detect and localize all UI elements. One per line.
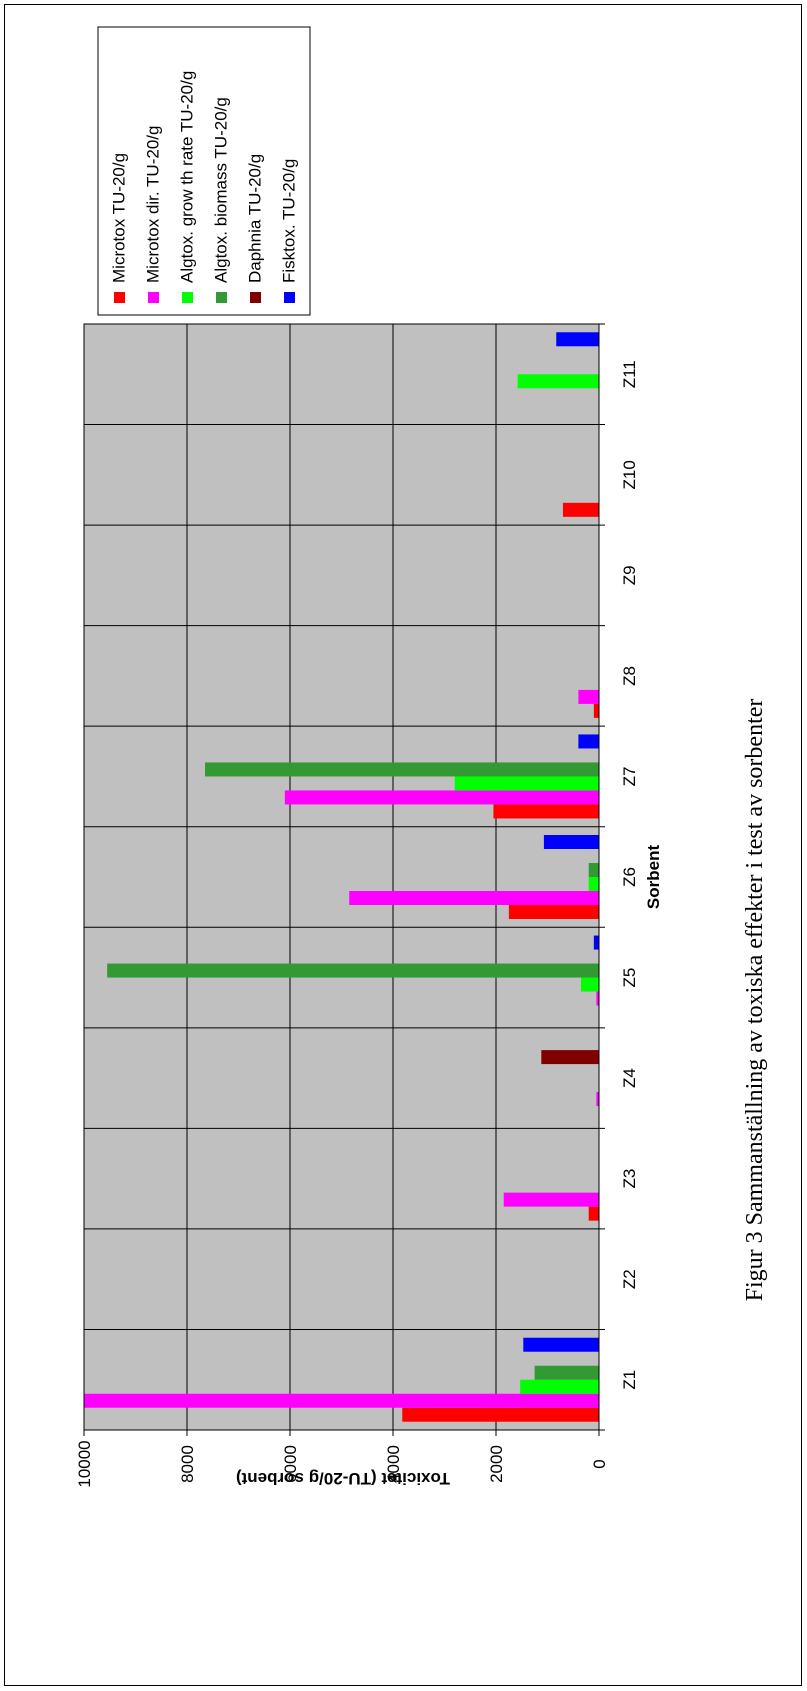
legend: Microtox TU-20/g Microtox dir. TU-20/g Alg… <box>97 26 311 316</box>
y-axis-title: Toxicitet (TU-20/g sorbent) <box>236 1469 450 1488</box>
legend-label: Algtox. grow th rate TU-20/g <box>177 71 196 283</box>
bar-z7-series-6 <box>578 734 599 749</box>
bar-z3-series-1 <box>588 1206 599 1221</box>
figure-caption: Figur 3 Sammanställning av toxiska effek… <box>742 699 768 1302</box>
x-tick-label: Z2 <box>620 1269 639 1289</box>
y-tick-label: 10000 <box>75 1440 94 1487</box>
bar-z7-series-1 <box>493 804 599 819</box>
figure-frame <box>4 4 802 1686</box>
legend-label: Daphnia TU-20/g <box>245 154 264 283</box>
legend-swatch <box>284 292 295 303</box>
legend-swatch <box>114 292 125 303</box>
y-tick-label: 8000 <box>178 1445 197 1483</box>
x-tick-label: Z4 <box>620 1068 639 1088</box>
bar-z6-series-3 <box>588 877 599 891</box>
bar-z1-series-2 <box>84 1393 599 1408</box>
bar-z6-series-2 <box>349 891 599 905</box>
x-tick-label: Z8 <box>620 666 639 686</box>
bar-z10-series-1 <box>562 502 599 517</box>
x-tick-label: Z11 <box>620 360 639 388</box>
bar-z8-series-2 <box>578 689 599 704</box>
legend-label: Fisktox. TU-20/g <box>279 159 298 283</box>
axes: 0 2000 4000 6000 8000 10000 Z1 Z2 Z3 Z4 Z5 Z6 Z7 Z8 Z9… <box>75 323 639 1488</box>
x-tick-label: Z10 <box>620 460 639 489</box>
bar-z5-series-2 <box>596 991 599 1006</box>
plot-border <box>83 323 600 1431</box>
bar-z1-series-6 <box>523 1337 599 1352</box>
bar-z1-series-4 <box>534 1365 599 1380</box>
grid-lines <box>83 323 605 1431</box>
bar-z5-series-6 <box>593 935 599 950</box>
bar-z11-series-3 <box>517 374 599 389</box>
bar-z6-series-1 <box>508 905 599 919</box>
bars <box>84 332 600 1422</box>
legend-swatch <box>182 292 193 303</box>
bar-z11-series-6 <box>556 332 599 347</box>
x-tick-label: Z5 <box>620 968 639 988</box>
bar-z4-series-5 <box>541 1050 599 1065</box>
bar-z1-series-3 <box>520 1379 599 1394</box>
bar-z5-series-4 <box>107 963 600 978</box>
legend-swatch <box>148 292 159 303</box>
bar-z7-series-3 <box>454 776 599 791</box>
y-tick-label: 0 <box>590 1459 609 1468</box>
legend-label: Algtox. biomass TU-20/g <box>211 97 230 283</box>
legend-box <box>97 26 311 316</box>
plot-area <box>84 324 599 1430</box>
y-tick-label: 2000 <box>487 1445 506 1483</box>
legend-label: Microtox TU-20/g <box>109 153 128 283</box>
y-tick-label: 6000 <box>281 1445 300 1483</box>
x-tick-label: Z9 <box>620 565 639 585</box>
bar-z4-series-2 <box>596 1092 599 1107</box>
bar-z1-series-1 <box>402 1407 599 1422</box>
bar-z8-series-1 <box>593 703 599 718</box>
bar-z6-series-6 <box>543 835 599 849</box>
bar-z6-series-4 <box>588 863 599 877</box>
x-axis-title: Sorbent <box>644 845 663 910</box>
x-tick-label: Z7 <box>620 767 639 787</box>
bar-z7-series-4 <box>205 762 599 777</box>
legend-label: Microtox dir. TU-20/g <box>143 126 162 283</box>
bar-z5-series-3 <box>580 977 599 992</box>
x-tick-label: Z1 <box>620 1370 639 1390</box>
x-tick-label: Z6 <box>620 867 639 887</box>
legend-swatch <box>216 292 227 303</box>
x-tick-label: Z3 <box>620 1169 639 1189</box>
bar-z3-series-2 <box>503 1192 599 1207</box>
y-tick-label: 4000 <box>384 1445 403 1483</box>
bar-z7-series-2 <box>284 790 599 805</box>
legend-swatch <box>250 292 261 303</box>
